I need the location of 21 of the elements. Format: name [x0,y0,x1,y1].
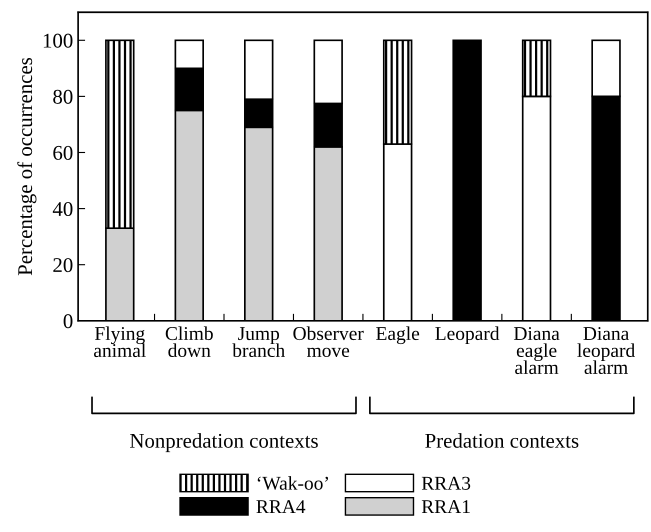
y-tick-label: 80 [53,90,72,104]
text: Predation contexts [425,433,578,448]
x-tick-label: Diana eagle alarm [514,327,560,374]
y-tick-label: 100 [44,34,72,48]
legend-label: ‘Wak-oo’ [258,476,328,490]
x-tick-label: Leopard [435,326,500,344]
y-tick-label: 60 [53,146,72,160]
legend-label: RRA1 [422,500,470,514]
y-tick-label: 40 [52,202,72,216]
y-axis-title: Percentage of occurrences [17,58,36,276]
y-tick-label: 0 [64,314,72,328]
legend-label: RRA3 [422,476,470,490]
y-tick-label: 20 [53,258,72,272]
x-tick-label: Jump branch [232,327,285,358]
x-tick-label: Observer move [293,326,364,358]
x-tick-label: Eagle [376,326,420,344]
text: Nonpredation contexts [130,433,318,452]
x-tick-label: Diana leopard alarm [577,327,635,374]
legend-label: RRA4 [256,500,306,514]
x-tick-label: Climb down [166,326,213,358]
x-tick-label: Flying animal [94,326,146,358]
